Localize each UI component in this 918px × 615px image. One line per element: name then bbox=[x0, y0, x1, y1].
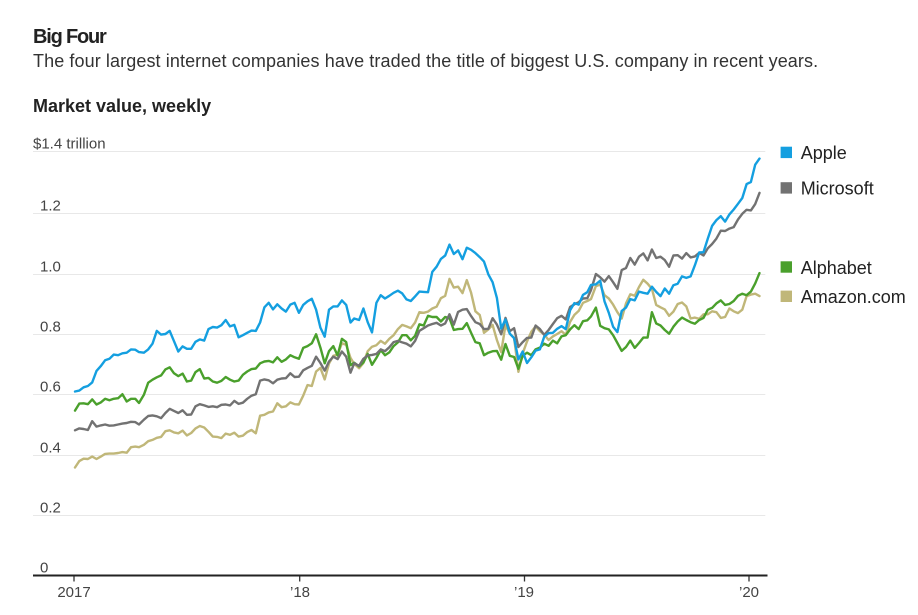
svg-text:’20: ’20 bbox=[739, 584, 759, 601]
svg-text:0.6: 0.6 bbox=[40, 378, 61, 395]
svg-text:0.2: 0.2 bbox=[40, 499, 61, 516]
svg-text:0.8: 0.8 bbox=[40, 318, 61, 335]
svg-text:2017: 2017 bbox=[57, 584, 90, 601]
svg-text:0.4: 0.4 bbox=[40, 439, 61, 456]
svg-text:$1.4 trillion: $1.4 trillion bbox=[33, 136, 106, 153]
svg-text:Microsoft: Microsoft bbox=[801, 179, 874, 199]
svg-text:’18: ’18 bbox=[290, 584, 310, 601]
svg-text:1.2: 1.2 bbox=[40, 197, 61, 214]
svg-text:Apple: Apple bbox=[801, 143, 847, 163]
svg-text:Big Four: Big Four bbox=[33, 26, 107, 48]
svg-text:Market value, weekly: Market value, weekly bbox=[33, 96, 211, 116]
svg-text:1.0: 1.0 bbox=[40, 258, 61, 275]
svg-text:Alphabet: Alphabet bbox=[801, 258, 872, 278]
svg-text:’19: ’19 bbox=[514, 584, 534, 601]
svg-text:Amazon.com: Amazon.com bbox=[801, 287, 906, 307]
svg-text:0: 0 bbox=[40, 559, 48, 576]
svg-text:The four largest internet comp: The four largest internet companies have… bbox=[33, 51, 818, 71]
